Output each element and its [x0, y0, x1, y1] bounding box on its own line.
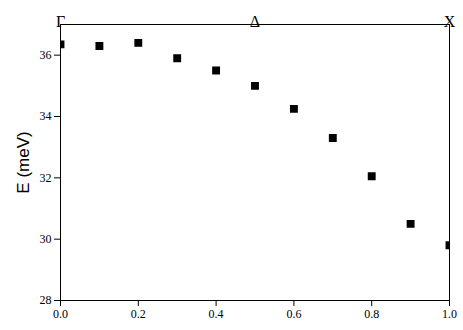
- svg-text:30: 30: [40, 232, 52, 246]
- svg-text:0.4: 0.4: [209, 307, 224, 321]
- svg-text:0.2: 0.2: [131, 307, 146, 321]
- svg-text:34: 34: [40, 109, 52, 123]
- svg-text:0.8: 0.8: [364, 307, 379, 321]
- svg-text:0.0: 0.0: [53, 307, 68, 321]
- svg-text:32: 32: [40, 171, 52, 185]
- svg-text:28: 28: [40, 293, 52, 307]
- svg-text:Δ: Δ: [250, 13, 260, 30]
- svg-text:X: X: [444, 13, 456, 30]
- svg-text:Γ: Γ: [56, 13, 65, 30]
- svg-text:36: 36: [40, 48, 52, 62]
- svg-text:1.0: 1.0: [442, 307, 457, 321]
- svg-text:E (meV): E (meV): [14, 131, 33, 193]
- svg-text:0.6: 0.6: [286, 307, 301, 321]
